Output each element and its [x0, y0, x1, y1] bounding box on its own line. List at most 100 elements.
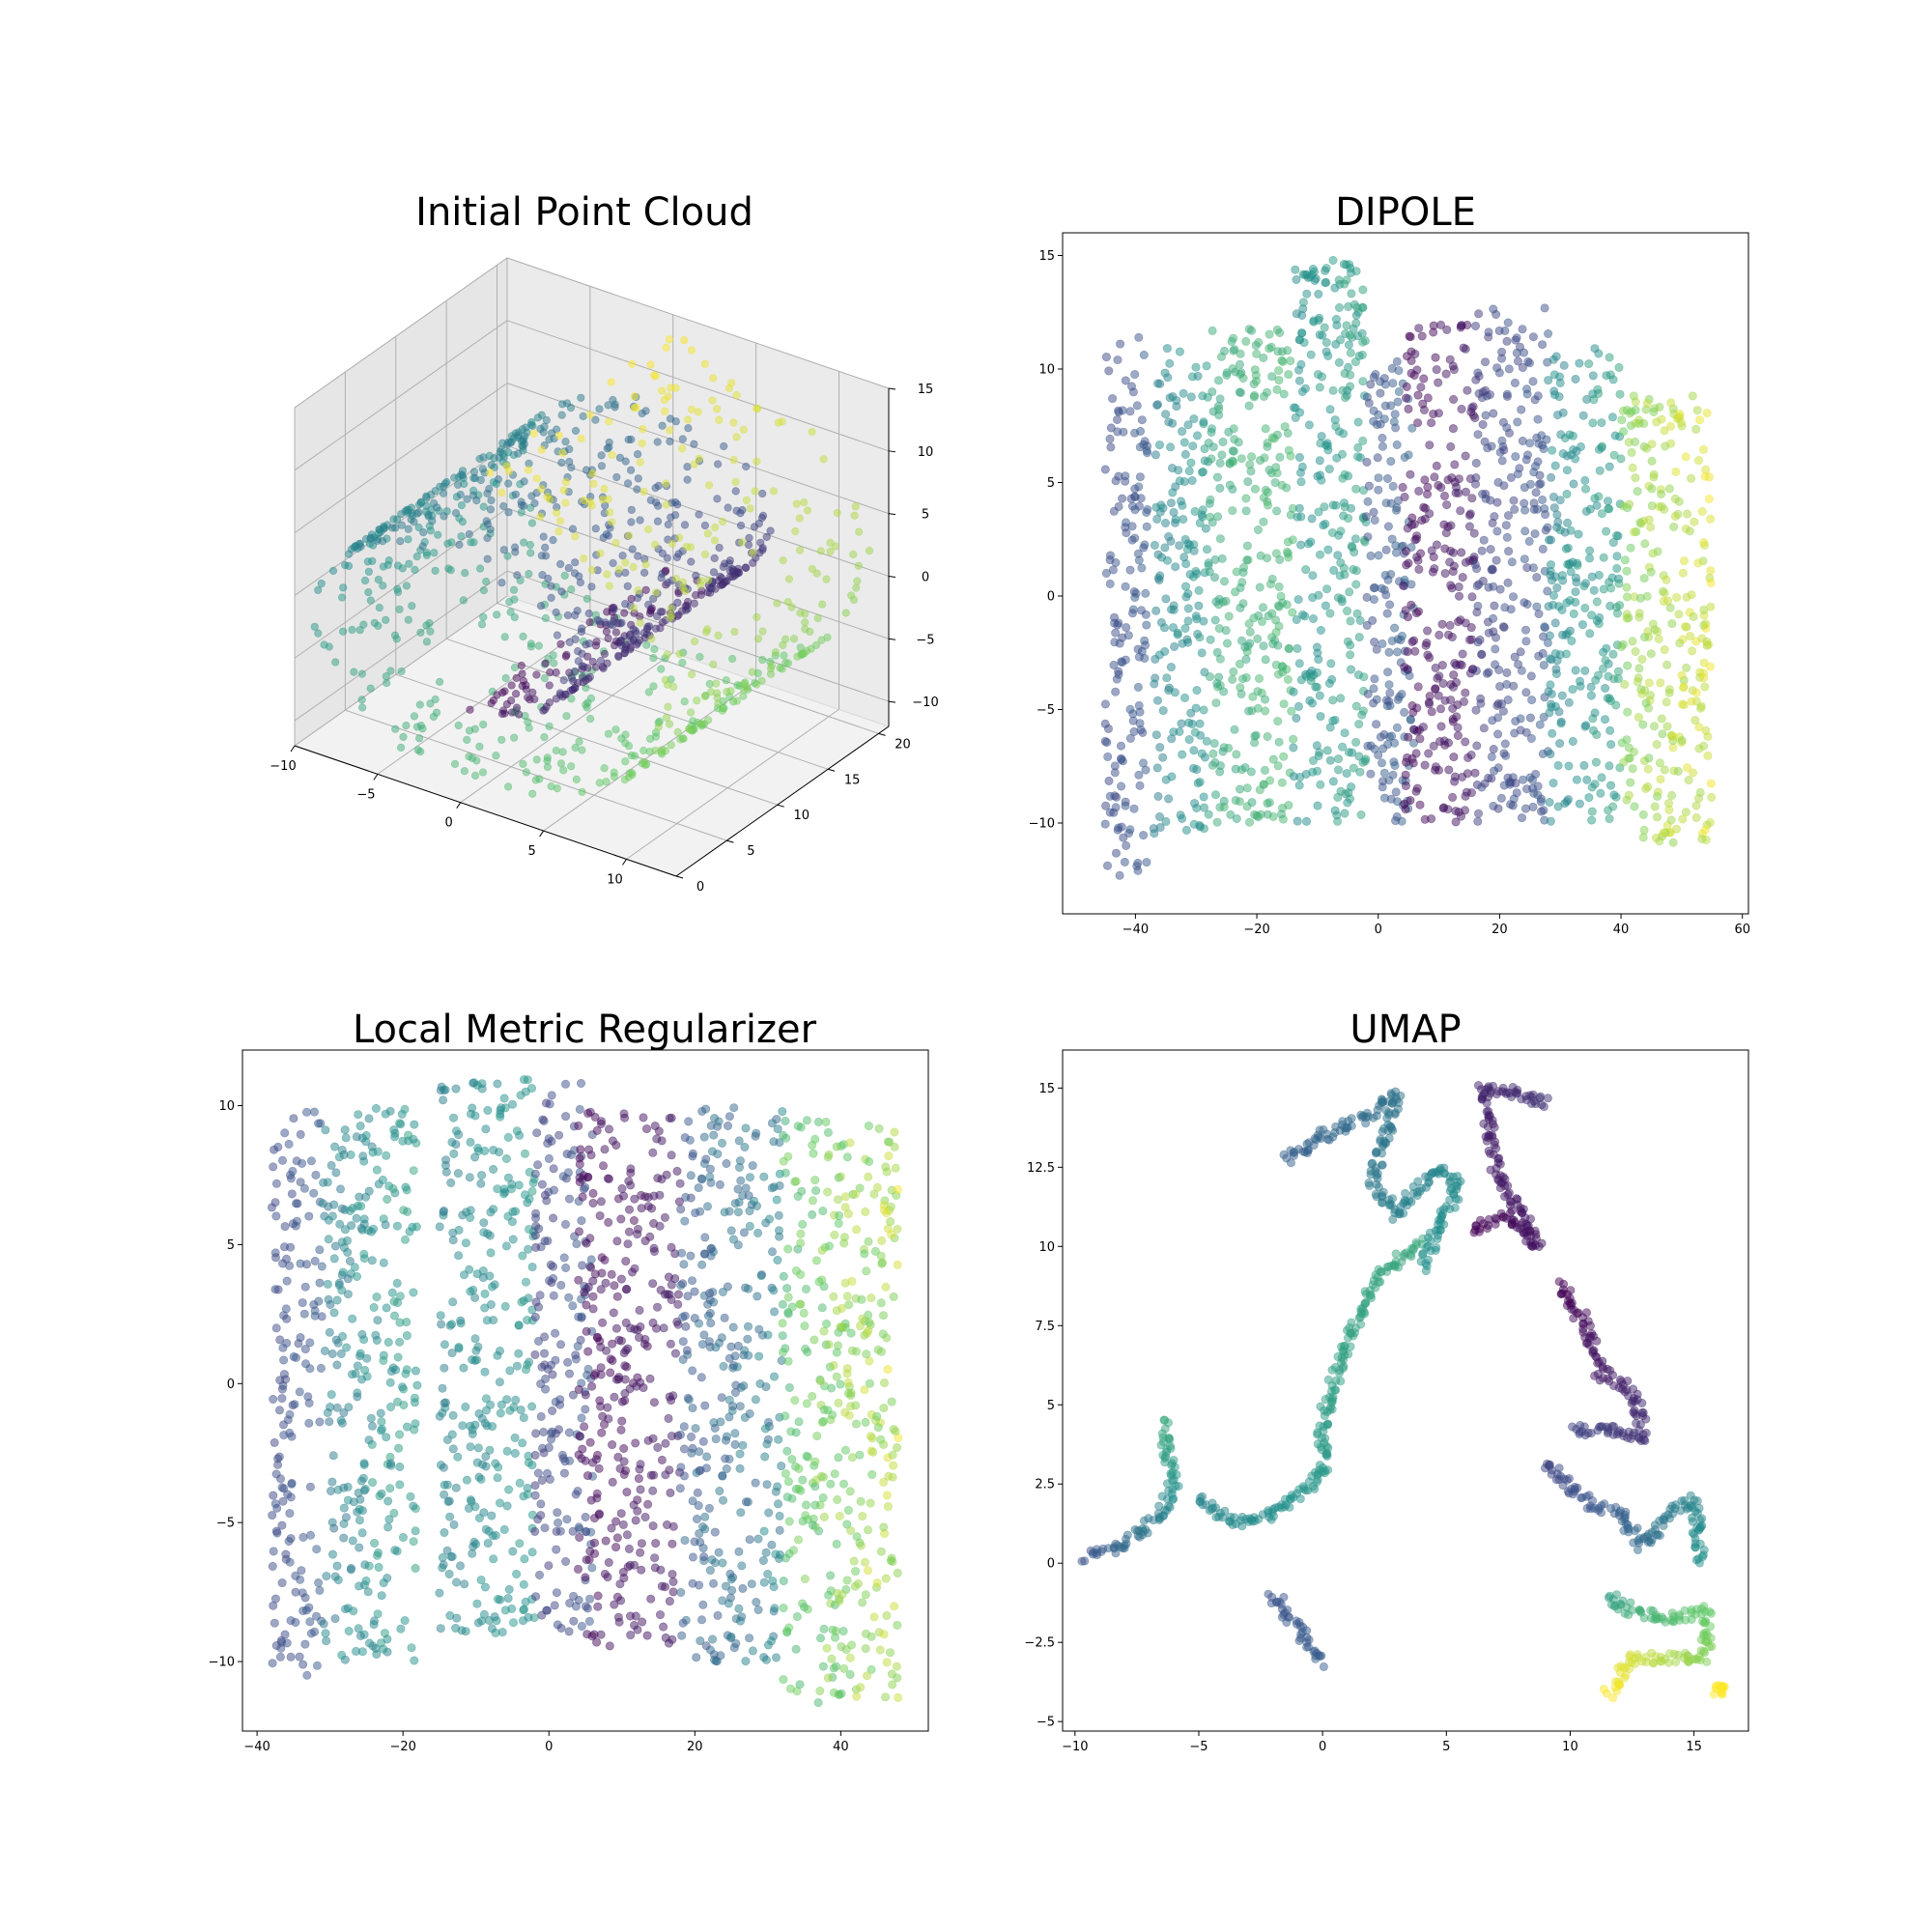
data-point [534, 1571, 544, 1580]
data-point [1411, 749, 1421, 758]
data-point [439, 489, 448, 497]
data-point [1150, 540, 1159, 550]
data-point [675, 533, 684, 542]
data-point [1596, 788, 1605, 798]
data-point [312, 1545, 322, 1554]
data-point [275, 1652, 285, 1662]
data-point [1343, 606, 1352, 615]
data-point [1568, 685, 1577, 695]
data-point [1525, 773, 1535, 782]
data-point [326, 1487, 335, 1496]
data-point [555, 1526, 565, 1536]
data-point [1518, 325, 1527, 334]
data-point [1309, 755, 1319, 765]
data-point [1101, 568, 1111, 578]
data-point [761, 1548, 771, 1557]
data-point [705, 1172, 715, 1181]
data-point [576, 1145, 585, 1154]
data-point [1392, 440, 1402, 449]
data-point [1493, 729, 1503, 739]
data-point [1560, 433, 1570, 442]
data-point [1509, 592, 1519, 602]
data-point [642, 1631, 652, 1640]
data-point [523, 1198, 532, 1208]
data-point [531, 776, 540, 784]
data-point [856, 1496, 866, 1506]
data-point [1607, 412, 1617, 422]
data-point [1413, 390, 1423, 400]
data-point [1293, 816, 1302, 826]
data-point [533, 1336, 543, 1346]
data-point [724, 384, 734, 393]
data-point [561, 1112, 571, 1122]
data-point [678, 658, 687, 668]
data-point [590, 1548, 600, 1558]
data-point [1340, 728, 1350, 738]
data-point [1229, 667, 1238, 676]
data-point [477, 1171, 487, 1180]
data-point [567, 695, 576, 703]
data-point [1706, 578, 1716, 587]
data-point [531, 1242, 541, 1252]
data-point [310, 622, 319, 631]
data-point [565, 638, 574, 646]
data-point [527, 519, 537, 527]
data-point [673, 1290, 683, 1299]
y-tick [828, 768, 836, 772]
data-point [626, 1180, 636, 1190]
data-point [479, 612, 488, 621]
data-point [465, 529, 473, 539]
data-point [1591, 757, 1601, 767]
data-point [1120, 857, 1129, 867]
data-point [1634, 609, 1644, 618]
data-point [1125, 704, 1135, 714]
data-point [1268, 811, 1278, 821]
data-point [394, 1430, 404, 1439]
data-point [1236, 349, 1245, 358]
data-point [1349, 763, 1358, 773]
data-point [1647, 456, 1657, 466]
data-point [734, 1604, 744, 1613]
data-point [634, 552, 642, 560]
data-point [1510, 378, 1520, 387]
data-point [1277, 480, 1287, 490]
data-point [1696, 701, 1706, 711]
data-point [603, 1573, 612, 1582]
data-point [667, 604, 675, 613]
data-point [624, 531, 634, 540]
data-point [641, 560, 650, 569]
data-point [562, 712, 571, 721]
data-point [775, 1180, 784, 1190]
data-point [1347, 289, 1356, 298]
data-point [1510, 504, 1520, 514]
data-point [618, 1568, 628, 1577]
data-point [288, 1401, 298, 1410]
data-point [1347, 268, 1356, 277]
data-point [1641, 698, 1651, 708]
data-point [384, 1496, 393, 1506]
data-point [787, 603, 796, 611]
data-point [667, 741, 675, 750]
data-point [750, 523, 759, 531]
data-point [281, 1375, 291, 1384]
data-point [1155, 811, 1165, 821]
data-point [603, 608, 611, 616]
data-point [582, 703, 591, 712]
data-point [771, 1653, 781, 1662]
data-point [270, 1618, 279, 1628]
data-point [322, 1636, 331, 1646]
data-point [715, 1487, 724, 1496]
data-point [1434, 480, 1443, 490]
data-point [454, 1343, 464, 1352]
data-point [1217, 450, 1227, 460]
data-point [1689, 611, 1698, 621]
data-point [587, 582, 596, 591]
data-point [611, 1323, 621, 1333]
data-point [1376, 377, 1385, 386]
data-point [366, 596, 375, 605]
data-point [533, 1515, 543, 1524]
data-point [506, 608, 515, 616]
data-point [713, 460, 723, 469]
data-point [752, 1598, 761, 1607]
data-point [447, 1349, 457, 1358]
